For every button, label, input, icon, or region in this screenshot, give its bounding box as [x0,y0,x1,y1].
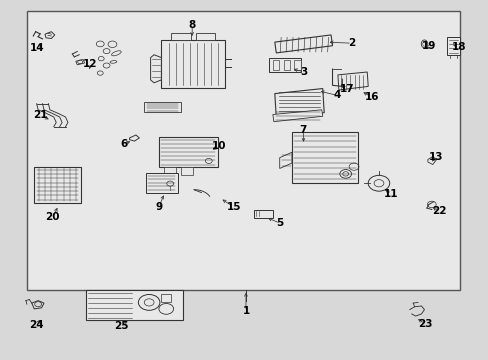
Bar [283,60,289,70]
Bar [272,60,279,70]
Text: 16: 16 [364,92,378,102]
Text: 9: 9 [155,202,162,212]
Bar [447,37,459,55]
Bar [195,33,215,40]
Text: 22: 22 [431,206,446,216]
Text: 13: 13 [428,152,443,162]
Bar [34,167,81,203]
Text: 15: 15 [226,202,241,212]
Polygon shape [274,35,332,53]
Bar [85,290,183,320]
Text: 20: 20 [45,212,60,222]
Text: 19: 19 [421,41,436,51]
Text: 4: 4 [333,90,341,100]
Bar [27,11,459,290]
Bar [171,33,190,40]
Polygon shape [274,89,324,118]
Text: 8: 8 [188,20,195,30]
Bar [268,58,300,72]
Text: 21: 21 [33,110,48,120]
Bar [254,210,272,218]
Text: 7: 7 [299,125,306,135]
Bar [145,173,177,193]
Text: 24: 24 [29,320,44,330]
Text: 17: 17 [339,84,354,94]
Bar [181,167,193,175]
Polygon shape [337,72,367,90]
Text: 5: 5 [276,218,283,228]
Polygon shape [279,152,291,168]
Bar [163,167,176,175]
Bar [161,40,224,88]
Text: 10: 10 [211,141,226,151]
Bar [161,294,171,302]
Bar [291,132,357,183]
Text: 1: 1 [242,306,249,316]
Bar [294,60,300,70]
Bar [144,102,181,112]
Bar [159,137,217,167]
Text: 18: 18 [450,42,465,52]
Polygon shape [150,55,161,83]
Polygon shape [272,110,322,122]
Text: 12: 12 [83,59,98,69]
Text: 2: 2 [348,38,355,48]
Text: 6: 6 [120,139,127,149]
Text: 25: 25 [114,321,128,331]
Text: 11: 11 [383,189,398,199]
Text: 23: 23 [417,319,432,329]
Text: 3: 3 [300,67,307,77]
Text: 14: 14 [29,42,44,53]
